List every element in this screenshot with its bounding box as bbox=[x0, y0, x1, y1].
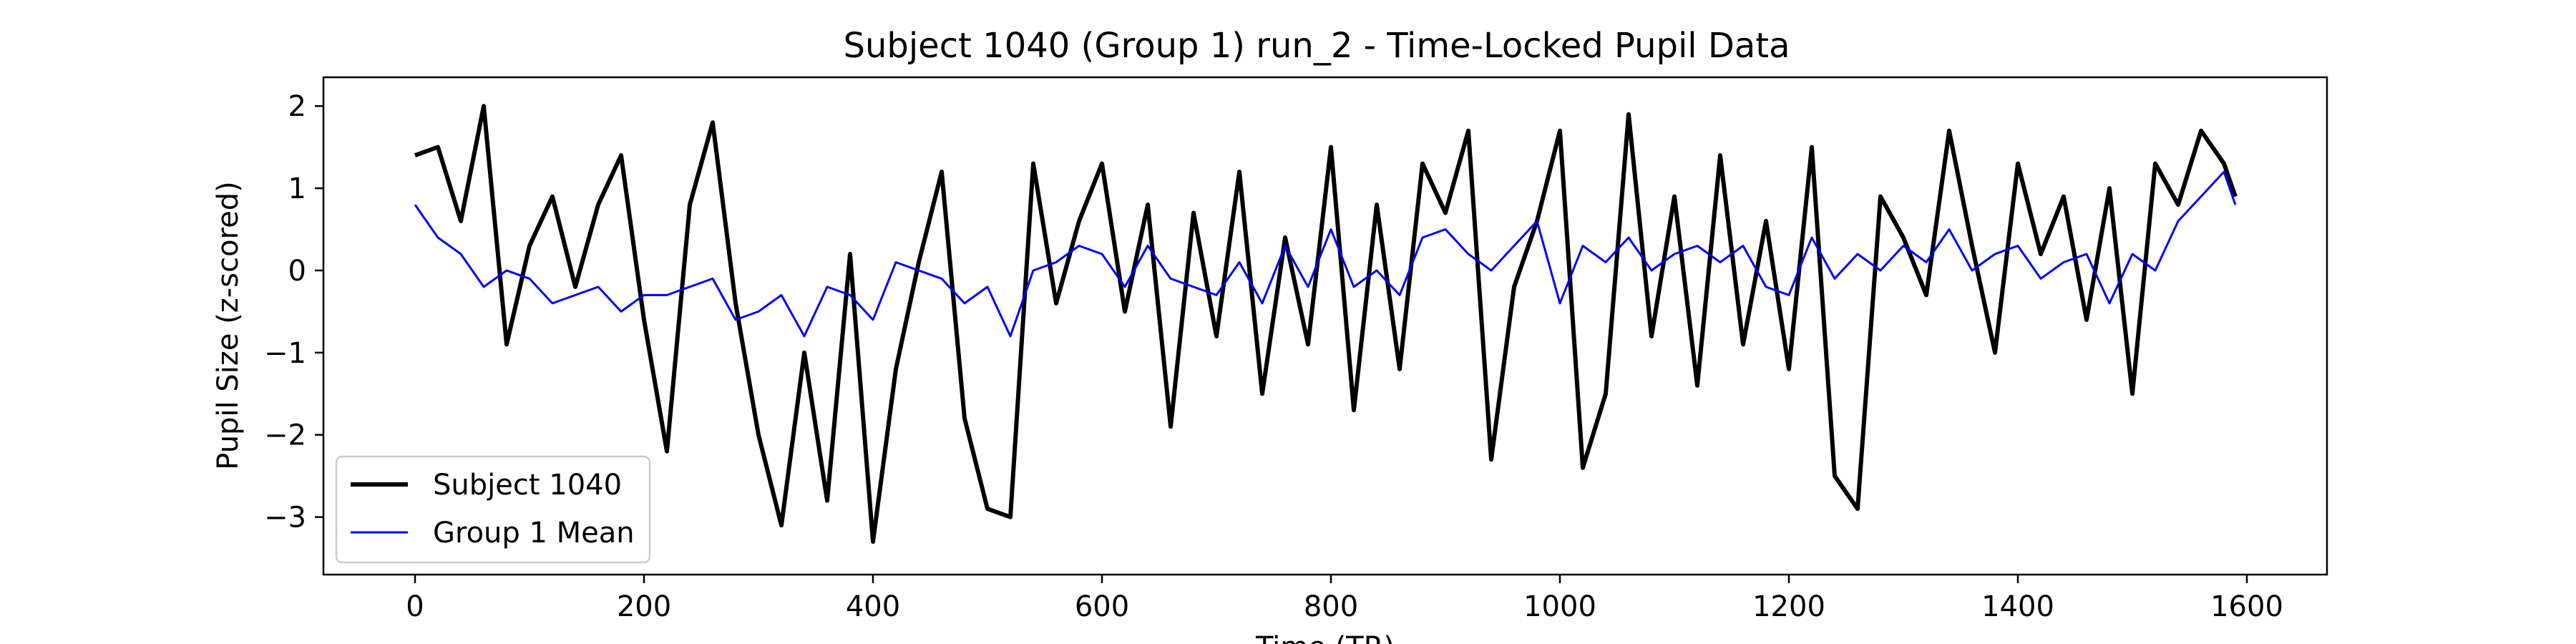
series-layer bbox=[414, 104, 2238, 544]
plot-frame bbox=[322, 76, 2328, 576]
y-tick-label: −1 bbox=[264, 337, 306, 370]
x-tick-label: 1200 bbox=[1752, 590, 1825, 623]
series-group-1-mean bbox=[414, 170, 2237, 338]
legend: Subject 1040 Group 1 Mean bbox=[335, 455, 651, 564]
legend-label-subject-1040: Subject 1040 bbox=[433, 469, 622, 502]
y-tick-label: 1 bbox=[288, 172, 306, 205]
x-axis-title: Time (TR) bbox=[1255, 631, 1395, 644]
y-axis-title: Pupil Size (z-scored) bbox=[212, 181, 245, 469]
x-tick-label: 1400 bbox=[1981, 590, 2054, 623]
x-tick-label: 1000 bbox=[1523, 590, 1596, 623]
y-tick-label: −3 bbox=[264, 502, 306, 535]
x-tick-label: 200 bbox=[617, 590, 671, 623]
y-axis: −3 −2 −1 0 1 2 bbox=[264, 90, 323, 535]
y-tick-label: 0 bbox=[288, 255, 306, 288]
x-axis: 0 200 400 600 800 1000 1200 1400 1600 bbox=[406, 575, 2283, 623]
y-tick-label: −2 bbox=[264, 419, 306, 452]
legend-label-group-1-mean: Group 1 Mean bbox=[433, 517, 635, 550]
x-tick-label: 400 bbox=[846, 590, 900, 623]
legend-box bbox=[335, 455, 651, 564]
x-tick-label: 800 bbox=[1304, 590, 1358, 623]
chart-title: Subject 1040 (Group 1) run_2 - Time-Lock… bbox=[843, 26, 1790, 66]
y-tick-label: 2 bbox=[288, 90, 306, 123]
x-tick-label: 1600 bbox=[2210, 590, 2283, 623]
x-tick-label: 0 bbox=[406, 590, 424, 623]
x-tick-label: 600 bbox=[1075, 590, 1129, 623]
